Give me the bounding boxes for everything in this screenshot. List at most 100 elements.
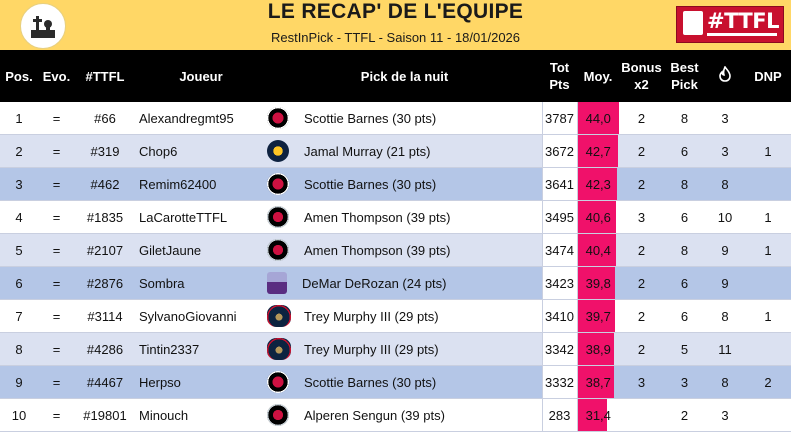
- flame-icon: [719, 66, 731, 82]
- cell-best: 8: [664, 233, 705, 267]
- moy-bar: [577, 234, 616, 266]
- cell-evo: =: [38, 332, 75, 366]
- cell-tot: 3474: [541, 233, 578, 267]
- cell-evo: =: [38, 365, 75, 399]
- cell-bonus: 2: [619, 167, 664, 201]
- cell-best: 6: [664, 200, 705, 234]
- table-row-3: 3 = #462 Remim62400 Scottie Barnes (30 p…: [0, 167, 791, 201]
- pick-label: DeMar DeRozan (24 pts): [302, 275, 447, 291]
- col-tot: Tot Pts: [549, 60, 570, 92]
- cell-pos: 5: [0, 233, 38, 267]
- cell-bonus: 2: [619, 102, 664, 135]
- cell-pick: Alperen Sengun (39 pts): [267, 398, 542, 432]
- cell-pick: Jamal Murray (21 pts): [267, 134, 542, 168]
- cell-pos: 4: [0, 200, 38, 234]
- pick-label: Scottie Barnes (30 pts): [304, 176, 437, 192]
- col-icon: [705, 50, 745, 102]
- cell-icon-val: 3: [705, 102, 745, 135]
- nuggets-logo-icon: [267, 140, 289, 162]
- cell-icon-val: 9: [705, 233, 745, 267]
- moy-value: 39,8: [585, 275, 611, 291]
- cell-player: Remim62400: [135, 167, 267, 201]
- cell-ttfl: #462: [75, 167, 135, 201]
- cell-bonus: [619, 398, 664, 432]
- cell-moy: 39,8: [577, 266, 619, 300]
- cell-evo: =: [38, 299, 75, 333]
- rockets-logo-icon: [267, 404, 289, 426]
- cell-moy: 44,0: [577, 102, 619, 135]
- cell-bonus: 3: [619, 365, 664, 399]
- cell-ttfl: #3114: [75, 299, 135, 333]
- cell-pos: 6: [0, 266, 38, 300]
- moy-value: 38,7: [585, 374, 611, 390]
- raptors-logo-icon: [267, 371, 289, 393]
- cell-pick: DeMar DeRozan (24 pts): [267, 266, 542, 300]
- cell-icon-val: 8: [705, 365, 745, 399]
- header-bar: LE RECAP' DE L'EQUIPE RestInPick - TTFL …: [0, 0, 791, 50]
- cell-moy: 39,7: [577, 299, 619, 333]
- cell-pick: Scottie Barnes (30 pts): [267, 102, 542, 135]
- cell-ttfl: #19801: [75, 398, 135, 432]
- cell-player: SylvanoGiovanni: [135, 299, 267, 333]
- table-row-2: 2 = #319 Chop6 Jamal Murray (21 pts) 367…: [0, 134, 791, 168]
- pick-label: Trey Murphy III (29 pts): [304, 308, 439, 324]
- cell-ttfl: #66: [75, 102, 135, 135]
- cell-moy: 38,9: [577, 332, 619, 366]
- cell-icon-val: 8: [705, 299, 745, 333]
- col-pos: Pos.: [5, 68, 33, 84]
- table-row-5: 5 = #2107 GiletJaune Amen Thompson (39 p…: [0, 233, 791, 267]
- cell-player: Chop6: [135, 134, 267, 168]
- col-ttfl: #TTFL: [85, 68, 125, 84]
- cell-tot: 3641: [541, 167, 578, 201]
- cell-dnp: 1: [745, 134, 791, 168]
- moy-value: 42,3: [585, 176, 611, 192]
- moy-value: 40,6: [585, 209, 611, 225]
- cell-dnp: [745, 102, 791, 135]
- moy-bar: [577, 267, 615, 299]
- table-row-6: 6 = #2876 Sombra DeMar DeRozan (24 pts) …: [0, 266, 791, 300]
- cell-ttfl: #4467: [75, 365, 135, 399]
- cell-pos: 9: [0, 365, 38, 399]
- moy-value: 44,0: [585, 110, 611, 126]
- cell-evo: =: [38, 398, 75, 432]
- cell-icon-val: 3: [705, 398, 745, 432]
- ttfl-logo: #TTFL: [676, 6, 784, 43]
- cell-bonus: 2: [619, 266, 664, 300]
- page-title: LE RECAP' DE L'EQUIPE: [267, 0, 524, 23]
- cell-ttfl: #1835: [75, 200, 135, 234]
- cell-tot: 3423: [541, 266, 578, 300]
- table-row-8: 8 = #4286 Tintin2337 Trey Murphy III (29…: [0, 332, 791, 366]
- pelicans-logo-icon: [267, 305, 291, 327]
- moy-bar: [577, 366, 615, 398]
- page-subtitle: RestInPick - TTFL - Saison 11 - 18/01/20…: [270, 30, 521, 45]
- raptors-logo-icon: [267, 173, 289, 195]
- cell-pos: 1: [0, 102, 38, 135]
- cell-evo: =: [38, 266, 75, 300]
- col-best: Best Pick: [670, 60, 699, 92]
- cell-ttfl: #4286: [75, 332, 135, 366]
- raptors-logo-icon: [267, 107, 289, 129]
- moy-bar: [577, 201, 616, 233]
- cell-icon-val: 11: [705, 332, 745, 366]
- cell-tot: 3787: [541, 102, 578, 135]
- col-pick: Pick de la nuit: [360, 68, 449, 84]
- cell-tot: 3342: [541, 332, 578, 366]
- moy-value: 42,7: [585, 143, 611, 159]
- moy-value: 38,9: [585, 341, 611, 357]
- table-row-1: 1 = #66 Alexandregmt95 Scottie Barnes (3…: [0, 102, 791, 135]
- cell-tot: 3495: [541, 200, 578, 234]
- cell-player: Minouch: [135, 398, 267, 432]
- cell-best: 6: [664, 134, 705, 168]
- cell-dnp: 1: [745, 233, 791, 267]
- col-player: Joueur: [179, 68, 223, 84]
- cell-player: Herpso: [135, 365, 267, 399]
- cell-moy: 38,7: [577, 365, 619, 399]
- col-evo: Evo.: [42, 68, 71, 84]
- cell-evo: =: [38, 200, 75, 234]
- rockets-logo-icon: [267, 206, 289, 228]
- moy-bar: [577, 168, 618, 200]
- cell-pick: Trey Murphy III (29 pts): [267, 332, 542, 366]
- pick-label: Trey Murphy III (29 pts): [304, 341, 439, 357]
- cell-tot: 3332: [541, 365, 578, 399]
- cell-pos: 8: [0, 332, 38, 366]
